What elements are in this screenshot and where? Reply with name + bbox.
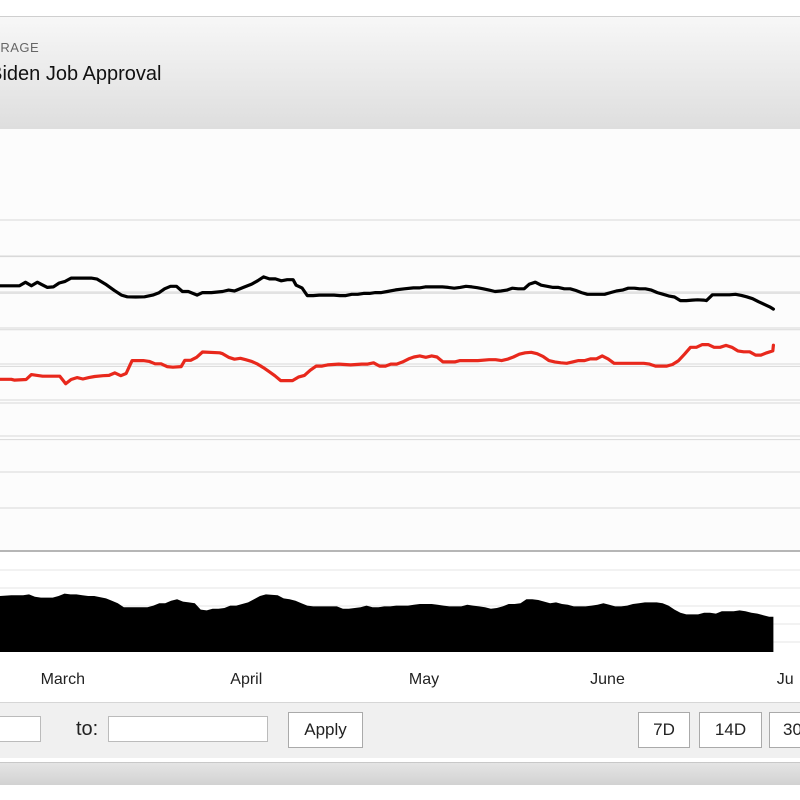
x-tick-label: March bbox=[41, 671, 85, 688]
date-range-controls: to: Apply 7D 14D 30 bbox=[0, 702, 800, 759]
top-strip bbox=[0, 0, 800, 16]
chart-header: VERAGE t Biden Job Approval bbox=[0, 16, 800, 130]
range-14d-button[interactable]: 14D bbox=[699, 712, 762, 748]
black-series-line bbox=[0, 275, 775, 311]
chart-area[interactable]: March April May June Ju bbox=[0, 129, 800, 702]
to-date-input[interactable] bbox=[108, 716, 268, 742]
series-lines bbox=[0, 275, 775, 386]
navigator-area-shape bbox=[0, 593, 774, 652]
main-plot-background bbox=[0, 129, 800, 550]
range-7d-button[interactable]: 7D bbox=[638, 712, 690, 748]
x-tick-label: Ju bbox=[777, 671, 794, 688]
x-tick-label: May bbox=[409, 671, 439, 688]
x-axis-ticks: March April May June Ju bbox=[41, 671, 794, 688]
red-series-line bbox=[0, 343, 775, 386]
navigator-area[interactable] bbox=[0, 593, 774, 652]
footer bbox=[0, 758, 800, 800]
x-tick-label: April bbox=[230, 671, 262, 688]
from-date-input[interactable] bbox=[0, 716, 41, 742]
header-kicker: VERAGE bbox=[0, 40, 40, 55]
apply-button[interactable]: Apply bbox=[288, 712, 363, 748]
x-tick-label: June bbox=[590, 671, 625, 688]
chart-title: t Biden Job Approval bbox=[0, 63, 162, 85]
to-label: to: bbox=[76, 718, 99, 740]
gridlines bbox=[0, 219, 800, 509]
range-30d-button[interactable]: 30 bbox=[769, 712, 800, 748]
footer-scrollbar[interactable] bbox=[0, 762, 800, 785]
